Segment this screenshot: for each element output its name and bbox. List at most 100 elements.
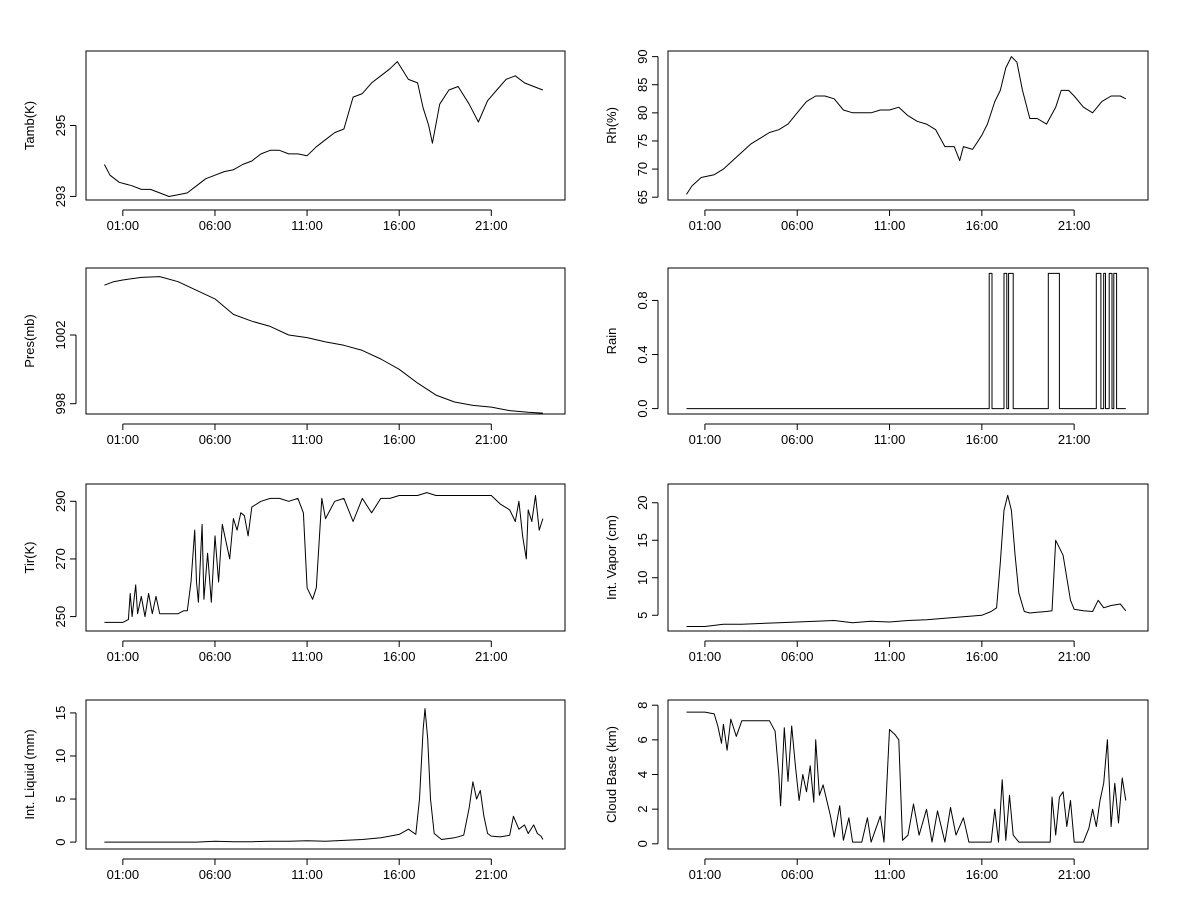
- panel-5: 01:00 06:00 11:00 16:00 21:00 250 270 290 Tir(K): [22, 483, 566, 664]
- series-line: [104, 492, 544, 623]
- x-tick-label: 01:00: [107, 867, 140, 882]
- x-tick-label: 21:00: [1058, 867, 1091, 882]
- series-line: [686, 711, 1127, 843]
- y-tick-label: 80: [635, 106, 650, 120]
- y-tick-label: 70: [635, 162, 650, 176]
- x-tick-label: 21:00: [475, 649, 508, 664]
- y-axis-label: Rh(%): [604, 107, 619, 144]
- plot-frame: [667, 699, 1149, 850]
- x-tick-label: 06:00: [199, 649, 232, 664]
- y-tick-label: 250: [53, 606, 68, 628]
- x-tick-label: 21:00: [475, 867, 508, 882]
- panel-6: 01:00 06:00 11:00 16:00 21:00 5 10 15 20 Int. Vap…: [604, 483, 1149, 664]
- y-tick-label: 295: [53, 115, 68, 137]
- x-tick-label: 16:00: [383, 867, 416, 882]
- x-tick-label: 16:00: [383, 432, 416, 447]
- y-tick-label: 65: [635, 190, 650, 204]
- x-tick-label: 11:00: [874, 218, 906, 233]
- x-tick-label: 06:00: [781, 867, 814, 882]
- y-tick-label: 20: [635, 496, 650, 510]
- plot-frame: [667, 50, 1149, 201]
- y-axis-label: Cloud Base (km): [604, 726, 619, 823]
- x-tick-label: 06:00: [199, 218, 232, 233]
- y-tick-label: 0: [53, 838, 68, 845]
- x-tick-label: 06:00: [781, 218, 814, 233]
- plot-frame: [667, 267, 1149, 415]
- x-tick-label: 01:00: [689, 218, 722, 233]
- x-tick-label: 16:00: [383, 649, 416, 664]
- x-tick-label: 11:00: [874, 432, 906, 447]
- x-tick-label: 16:00: [383, 218, 416, 233]
- y-tick-label: 75: [635, 134, 650, 148]
- y-tick-label: 15: [53, 706, 68, 720]
- x-tick-label: 06:00: [781, 432, 814, 447]
- y-tick-label: 85: [635, 78, 650, 92]
- y-tick-label: 15: [635, 533, 650, 547]
- x-tick-label: 01:00: [689, 649, 722, 664]
- series-line: [104, 276, 543, 414]
- x-tick-label: 16:00: [966, 432, 999, 447]
- x-tick-label: 21:00: [475, 432, 508, 447]
- x-tick-label: 01:00: [107, 432, 140, 447]
- y-tick-label: 5: [53, 795, 68, 802]
- panel-4: 01:00 06:00 11:00 16:00 21:00 0.0 0.4 0.8 Rain: [604, 267, 1149, 447]
- x-tick-label: 01:00: [689, 432, 722, 447]
- y-tick-label: 90: [635, 49, 650, 63]
- y-tick-label: 2: [635, 806, 650, 813]
- x-tick-label: 01:00: [107, 218, 140, 233]
- y-tick-label: 290: [53, 490, 68, 512]
- y-axis-label: Pres(mb): [22, 314, 37, 367]
- series-line: [103, 61, 544, 197]
- y-tick-label: 0.4: [635, 345, 650, 363]
- x-tick-label: 11:00: [874, 649, 906, 664]
- y-tick-label: 4: [635, 771, 650, 778]
- y-axis-label: Int. Liquid (mm): [22, 729, 37, 819]
- panel-1: 01:00 06:00 11:00 16:00 21:00 293 295 Tamb(K): [22, 50, 566, 233]
- panel-8: 01:00 06:00 11:00 16:00 21:00 0 2 4 6 8 Cloud Base…: [604, 699, 1149, 882]
- panel-3: 01:00 06:00 11:00 16:00 21:00 998 1002 Pres(mb): [22, 267, 566, 447]
- y-tick-label: 998: [53, 393, 68, 415]
- plot-frame: [667, 483, 1149, 632]
- x-tick-label: 16:00: [966, 867, 999, 882]
- panel-7: 01:00 06:00 11:00 16:00 21:00 0 5 10 15 Int. Liqu…: [22, 699, 566, 882]
- plot-frame: [85, 483, 566, 632]
- x-tick-label: 11:00: [874, 867, 906, 882]
- x-tick-label: 16:00: [966, 649, 999, 664]
- y-tick-label: 1002: [53, 321, 68, 350]
- x-tick-label: 21:00: [1058, 432, 1091, 447]
- x-tick-label: 21:00: [1058, 649, 1091, 664]
- x-tick-label: 01:00: [107, 649, 140, 664]
- series-line: [686, 56, 1127, 195]
- y-tick-label: 6: [635, 736, 650, 743]
- y-tick-label: 0.0: [635, 400, 650, 418]
- panel-2: 01:00 06:00 11:00 16:00 21:00 65 70 75 80 85 90 Rh(…: [604, 49, 1149, 233]
- x-tick-label: 11:00: [291, 432, 323, 447]
- x-tick-label: 11:00: [291, 867, 323, 882]
- x-tick-label: 21:00: [475, 218, 508, 233]
- y-tick-label: 10: [53, 749, 68, 763]
- x-tick-label: 06:00: [199, 867, 232, 882]
- series-line: [686, 494, 1127, 627]
- series-line: [686, 272, 1126, 410]
- y-tick-label: 5: [635, 612, 650, 619]
- x-tick-label: 06:00: [199, 432, 232, 447]
- y-tick-label: 8: [635, 702, 650, 709]
- x-tick-label: 11:00: [291, 218, 323, 233]
- x-tick-label: 06:00: [781, 649, 814, 664]
- y-axis-label: Int. Vapor (cm): [604, 515, 619, 600]
- x-tick-label: 16:00: [966, 218, 999, 233]
- x-tick-label: 21:00: [1058, 218, 1091, 233]
- y-tick-label: 270: [53, 548, 68, 570]
- y-tick-label: 10: [635, 571, 650, 585]
- y-axis-label: Rain: [604, 328, 619, 355]
- x-tick-label: 01:00: [689, 867, 722, 882]
- series-line: [104, 708, 544, 843]
- y-axis-label: Tamb(K): [22, 101, 37, 150]
- plot-frame: [85, 267, 566, 415]
- plot-frame: [85, 50, 566, 201]
- x-tick-label: 11:00: [291, 649, 323, 664]
- y-axis-label: Tir(K): [22, 541, 37, 573]
- y-tick-label: 293: [53, 186, 68, 208]
